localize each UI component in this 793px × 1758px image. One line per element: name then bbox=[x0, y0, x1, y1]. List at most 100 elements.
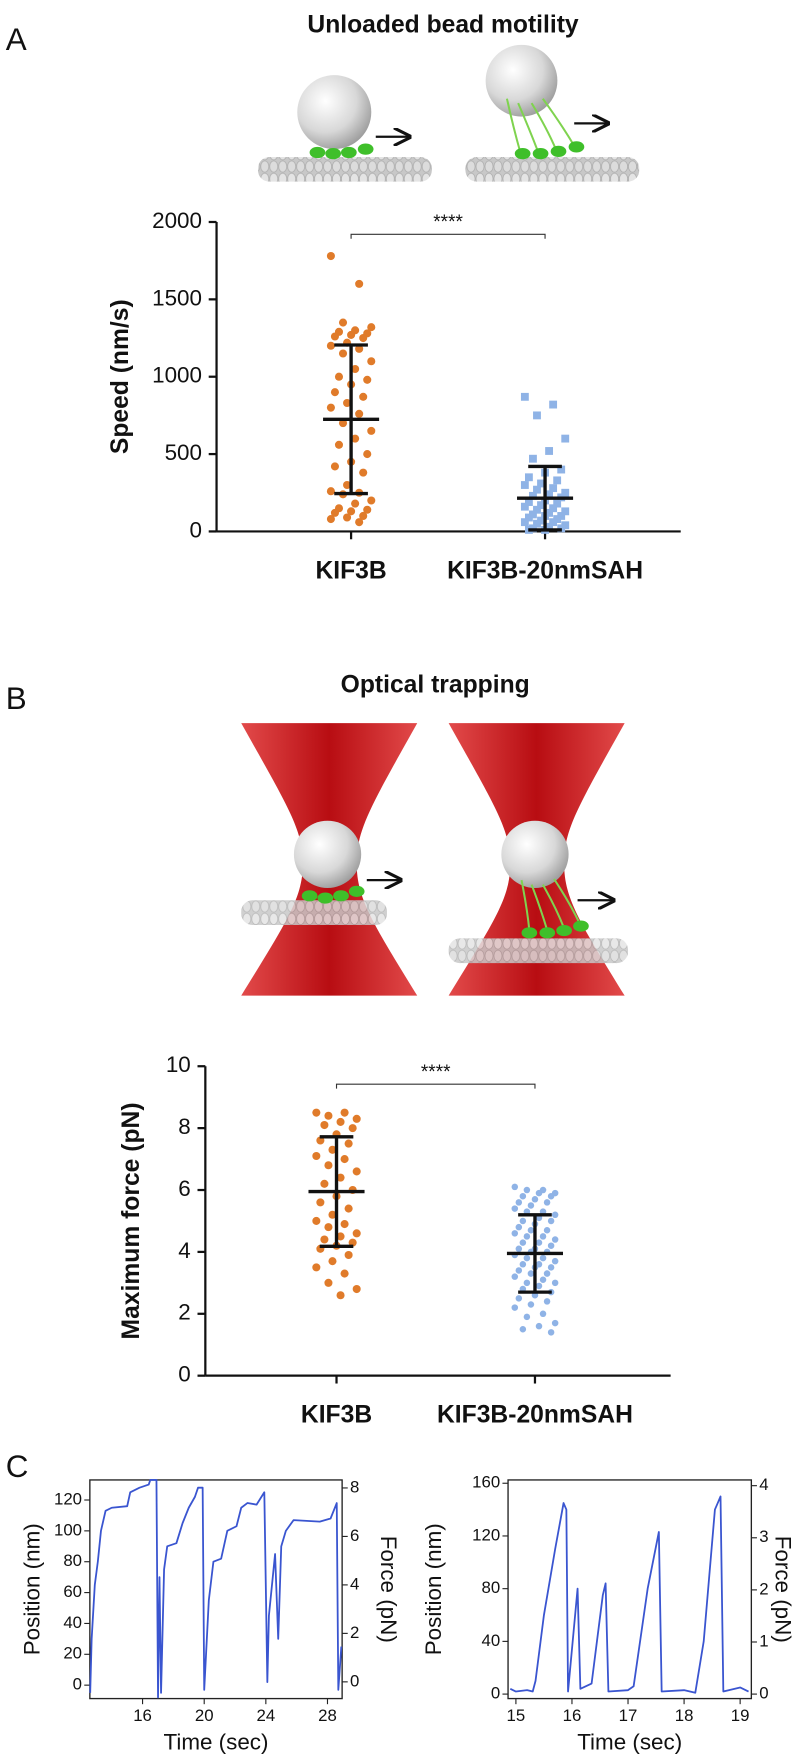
x-tick-label: 16 bbox=[133, 1706, 152, 1725]
diagram-unloaded bbox=[258, 44, 640, 182]
dot bbox=[344, 1139, 353, 1148]
x-tick-label: 15 bbox=[507, 1706, 526, 1725]
y-tick-label: 8 bbox=[178, 1114, 190, 1139]
dot bbox=[551, 1257, 559, 1265]
y2-tick-label: 3 bbox=[759, 1527, 768, 1546]
dot bbox=[343, 480, 352, 490]
dot bbox=[328, 1145, 337, 1154]
y-tick-label: 2 bbox=[178, 1300, 190, 1325]
dot bbox=[363, 450, 372, 459]
dot bbox=[347, 330, 356, 339]
dot bbox=[336, 1173, 345, 1182]
dot bbox=[326, 403, 335, 412]
dot bbox=[535, 1189, 543, 1197]
dot bbox=[535, 1322, 543, 1330]
x-tick-label: KIF3B bbox=[315, 557, 386, 584]
dot bbox=[539, 1233, 547, 1240]
dot bbox=[519, 1192, 527, 1200]
x-axis-label: Time (sec) bbox=[577, 1729, 682, 1754]
y-tick-label: 0 bbox=[178, 1362, 190, 1387]
dot bbox=[545, 508, 554, 517]
y-axis-label: Position (nm) bbox=[421, 1523, 446, 1655]
y2-axis-label: Force (pN) bbox=[771, 1536, 793, 1643]
significance-bracket bbox=[350, 233, 546, 239]
dot bbox=[527, 1301, 535, 1308]
x-tick-label: KIF3B bbox=[301, 1402, 372, 1429]
dot bbox=[338, 419, 348, 428]
diagram-trapping bbox=[241, 723, 629, 996]
plot-frame bbox=[507, 1479, 753, 1700]
dot bbox=[347, 507, 356, 516]
dot bbox=[328, 1257, 337, 1266]
dot bbox=[324, 1223, 333, 1232]
dot bbox=[549, 504, 558, 513]
x-tick-label: 16 bbox=[563, 1706, 582, 1725]
y-tick-label: 40 bbox=[482, 1631, 501, 1650]
dot bbox=[352, 1167, 361, 1176]
dot bbox=[367, 496, 376, 505]
dot bbox=[535, 1282, 543, 1290]
dot bbox=[549, 518, 558, 527]
dot bbox=[336, 1117, 345, 1126]
x-tick-label: KIF3B-20nmSAH bbox=[447, 557, 643, 584]
dot bbox=[551, 1211, 559, 1219]
dot bbox=[511, 1304, 519, 1311]
dot bbox=[529, 454, 537, 463]
dot bbox=[511, 1273, 519, 1280]
dot bbox=[520, 481, 529, 489]
dot bbox=[320, 1120, 329, 1130]
dot bbox=[340, 1269, 349, 1278]
x-tick-label: 20 bbox=[195, 1706, 214, 1725]
dot bbox=[340, 1220, 349, 1229]
dot bbox=[312, 1263, 321, 1272]
dot bbox=[549, 400, 558, 409]
y-tick-label: 0 bbox=[73, 1675, 82, 1694]
dot bbox=[312, 1108, 321, 1117]
x-tick-label: KIF3B-20nmSAH bbox=[437, 1402, 633, 1429]
dot bbox=[515, 1267, 523, 1274]
dot bbox=[539, 1254, 547, 1262]
dot bbox=[551, 1236, 559, 1243]
chart-title: Optical trapping bbox=[341, 672, 530, 699]
y-axis-label: Speed (nm/s) bbox=[107, 299, 134, 454]
dot bbox=[547, 1192, 555, 1200]
dot bbox=[338, 349, 348, 358]
dot bbox=[545, 522, 554, 531]
dot bbox=[351, 499, 360, 508]
dot bbox=[553, 476, 562, 485]
dot bbox=[359, 333, 368, 343]
dot bbox=[352, 1114, 361, 1123]
y-tick-label: 6 bbox=[178, 1176, 190, 1201]
dot bbox=[557, 512, 566, 520]
dot bbox=[519, 1326, 527, 1333]
dot bbox=[326, 515, 335, 524]
dot bbox=[344, 1250, 353, 1260]
dot bbox=[324, 1161, 333, 1170]
dot bbox=[320, 1179, 329, 1188]
dot bbox=[359, 511, 368, 521]
dot bbox=[523, 1186, 531, 1194]
significance-label: **** bbox=[421, 1062, 451, 1083]
dot bbox=[351, 364, 360, 374]
dot bbox=[320, 1235, 329, 1244]
dot bbox=[537, 501, 545, 510]
y-tick-label: 20 bbox=[63, 1644, 82, 1663]
dot bbox=[537, 516, 545, 525]
dot bbox=[324, 1278, 333, 1287]
dot bbox=[520, 502, 529, 511]
dot bbox=[515, 1223, 523, 1231]
dot bbox=[529, 491, 537, 500]
dot bbox=[363, 375, 372, 384]
y-tick-label: 0 bbox=[491, 1684, 500, 1703]
dot bbox=[324, 1111, 333, 1120]
dot bbox=[527, 1226, 535, 1234]
y-tick-label: 2000 bbox=[152, 208, 202, 233]
y-axis-label: Maximum force (pN) bbox=[118, 1102, 145, 1339]
dot bbox=[330, 462, 339, 471]
dot bbox=[553, 499, 562, 508]
significance-label: **** bbox=[433, 212, 463, 233]
dot bbox=[549, 484, 558, 493]
y2-tick-label: 8 bbox=[350, 1477, 359, 1496]
y-tick-label: 40 bbox=[63, 1613, 82, 1632]
dot bbox=[334, 372, 344, 381]
